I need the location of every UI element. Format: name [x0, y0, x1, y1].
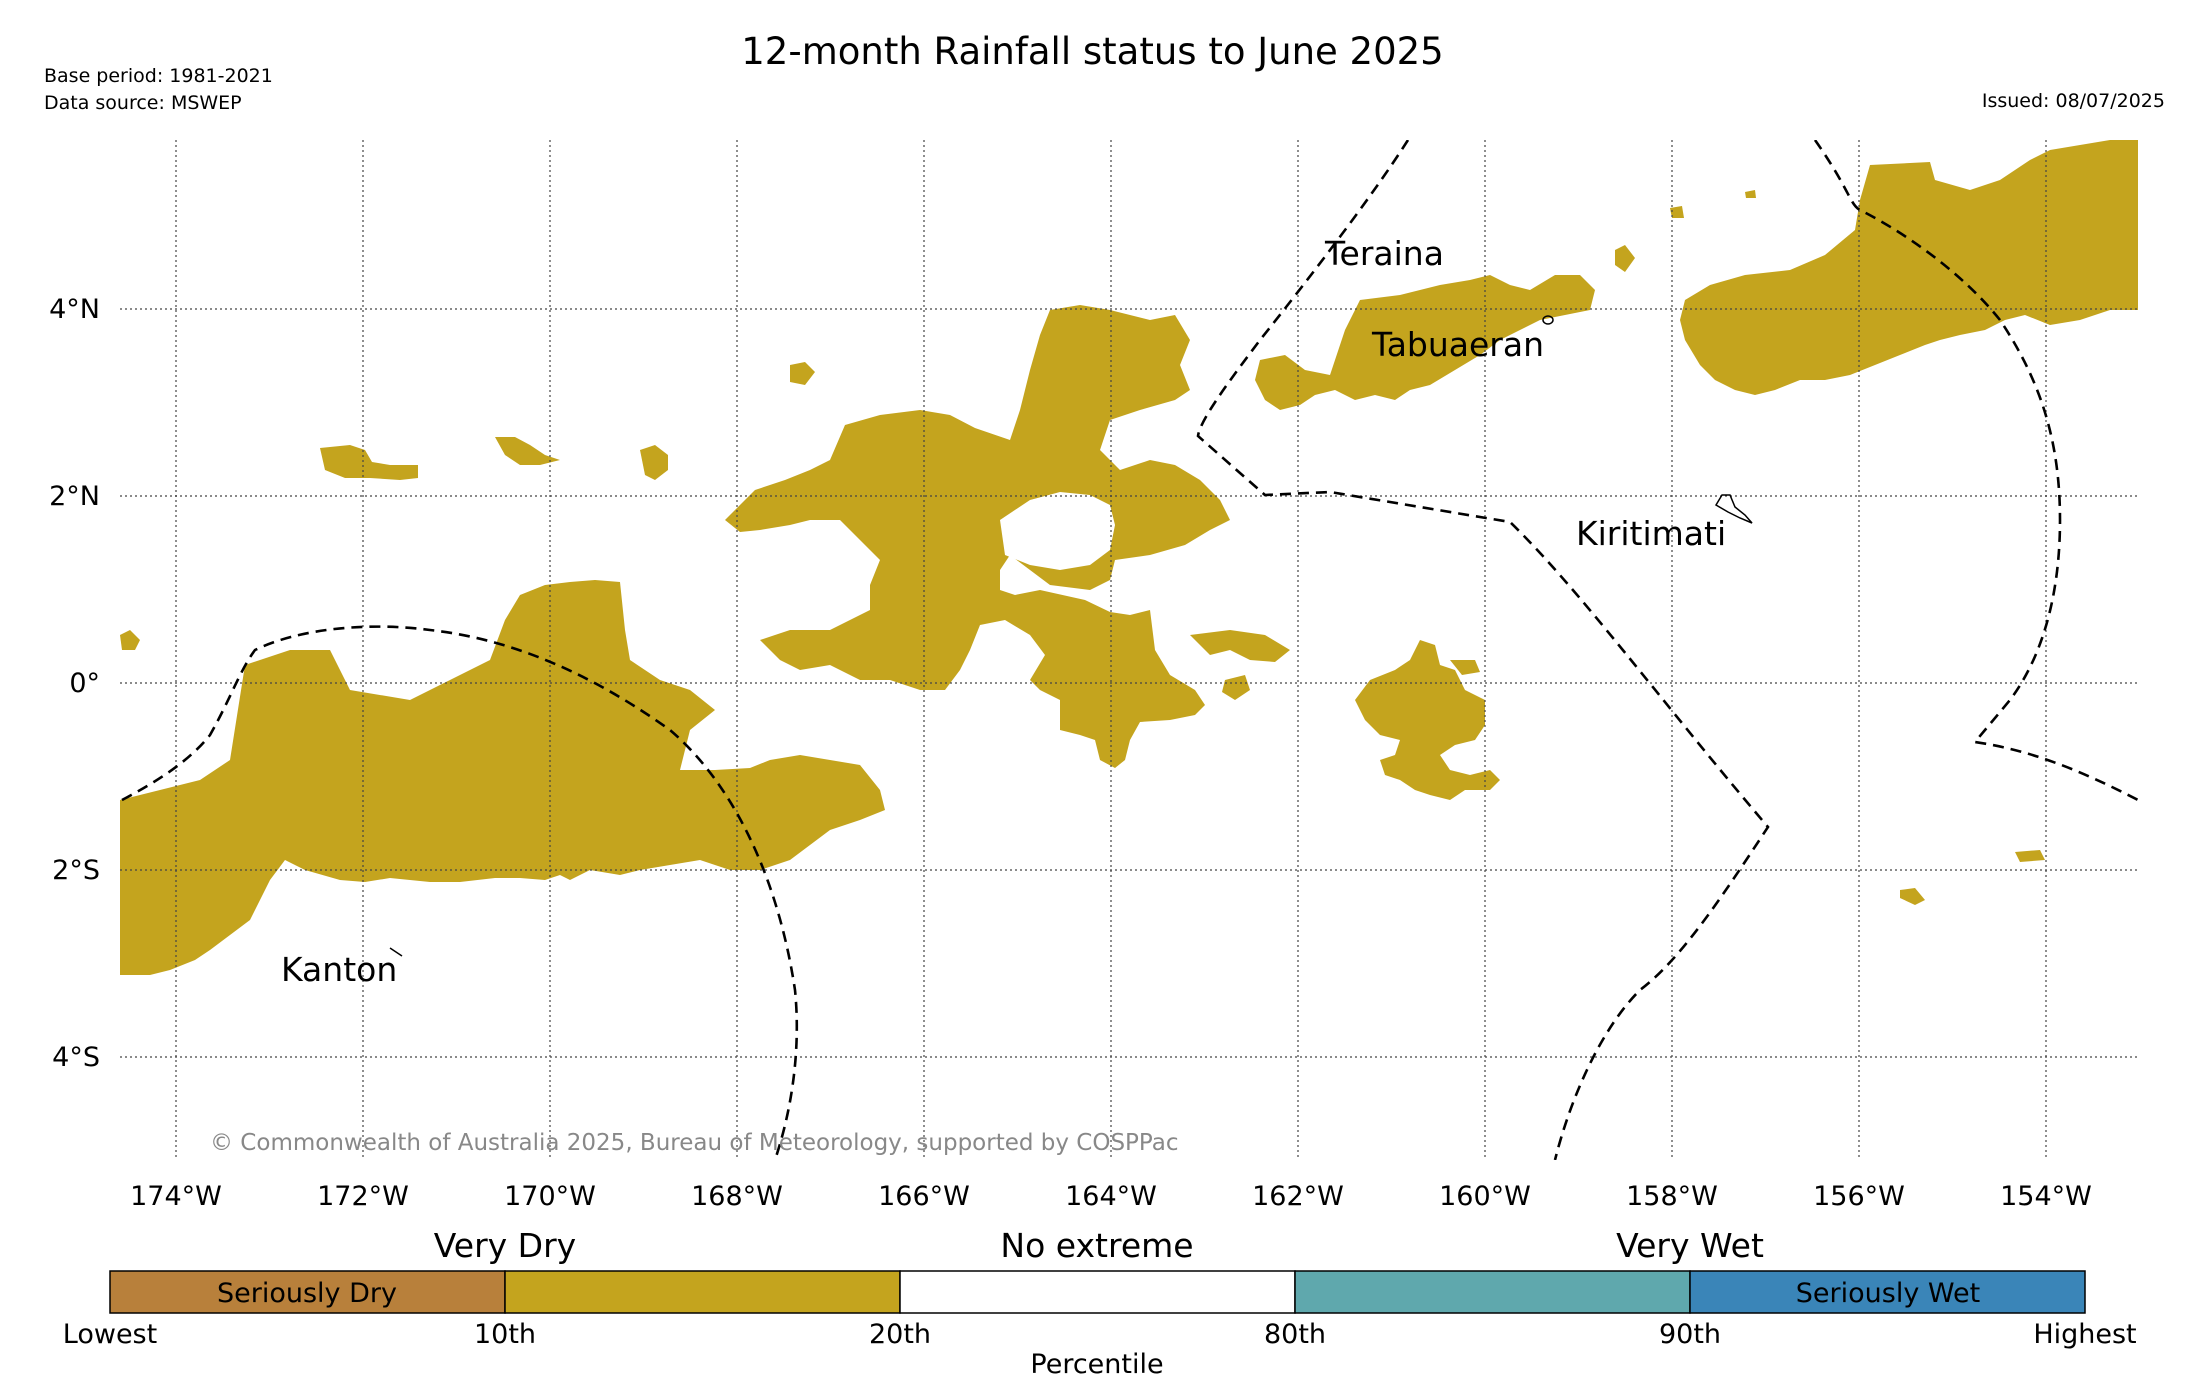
legend-group-very-dry: Very Dry	[434, 1226, 576, 1265]
percentile-tick-label: 80th	[1264, 1319, 1326, 1350]
lon-tick-label: 160°W	[1439, 1181, 1531, 1212]
lon-tick-label: 156°W	[1813, 1181, 1905, 1212]
legend-axis-label: Percentile	[1030, 1349, 1163, 1380]
legend-segment-seriously-wet	[1689, 1270, 2086, 1314]
legend-group-labels: Very Dry No extreme Very Wet	[434, 1226, 1764, 1265]
legend-segment-label-seriously-wet: Seriously Wet	[1796, 1278, 1980, 1309]
legend-percentile-ticks: Lowest 10th 20th 80th 90th Highest	[63, 1319, 2137, 1350]
place-label-kanton: Kanton	[281, 950, 397, 989]
lon-tick-label: 168°W	[691, 1181, 783, 1212]
map-gridlines	[120, 140, 2138, 1160]
lon-tick-label: 174°W	[130, 1181, 222, 1212]
percentile-tick-label: Lowest	[63, 1319, 157, 1350]
legend-segment-no-extreme	[899, 1270, 1296, 1314]
longitude-tick-labels: 174°W 172°W 170°W 168°W 166°W 164°W 162°…	[130, 1181, 2092, 1212]
percentile-tick-label: Highest	[2033, 1319, 2136, 1350]
lon-tick-label: 162°W	[1252, 1181, 1344, 1212]
eez-boundaries	[121, 140, 2138, 1160]
legend-colorbar: Seriously Dry Seriously Wet	[109, 1270, 2086, 1314]
place-label-kiritimati: Kiritimati	[1576, 514, 1726, 553]
island-outlines	[389, 315, 1753, 957]
percentile-tick-label: 20th	[869, 1319, 931, 1350]
percentile-tick-label: 90th	[1659, 1319, 1721, 1350]
lat-tick-label: 2°S	[52, 855, 100, 886]
lon-tick-label: 170°W	[504, 1181, 596, 1212]
percentile-tick-label: 10th	[474, 1319, 536, 1350]
very-dry-regions	[120, 140, 2138, 975]
legend-group-no-extreme: No extreme	[1000, 1226, 1193, 1265]
base-period: Base period: 1981-2021	[44, 65, 273, 87]
legend-segment-label-seriously-dry: Seriously Dry	[217, 1278, 397, 1309]
data-source: Data source: MSWEP	[44, 92, 242, 114]
lon-tick-label: 166°W	[878, 1181, 970, 1212]
legend-segment-seriously-dry	[109, 1270, 506, 1314]
lat-tick-label: 2°N	[49, 481, 100, 512]
lon-tick-label: 172°W	[317, 1181, 409, 1212]
map-title: 12-month Rainfall status to June 2025	[741, 30, 1444, 73]
place-label-teraina: Teraina	[1324, 234, 1444, 273]
legend-segment-very-wet	[1294, 1270, 1691, 1314]
lon-tick-label: 154°W	[2000, 1181, 2092, 1212]
lon-tick-label: 164°W	[1065, 1181, 1157, 1212]
latitude-tick-labels: 4°N 2°N 0° 2°S 4°S	[49, 294, 100, 1073]
tabuaeran-island-outline	[1542, 315, 1554, 325]
lat-tick-label: 0°	[69, 668, 100, 699]
issued-date: Issued: 08/07/2025	[1981, 90, 2165, 112]
lat-tick-label: 4°N	[49, 294, 100, 325]
kiritimati-island-outline	[1714, 494, 1753, 524]
legend-segment-very-dry	[504, 1270, 901, 1314]
place-label-tabuaeran: Tabuaeran	[1371, 325, 1544, 364]
lat-tick-label: 4°S	[52, 1042, 100, 1073]
copyright-notice: © Commonwealth of Australia 2025, Bureau…	[210, 1130, 1179, 1156]
kanton-island-outline	[389, 947, 403, 957]
lon-tick-label: 158°W	[1626, 1181, 1718, 1212]
legend-group-very-wet: Very Wet	[1616, 1226, 1764, 1265]
